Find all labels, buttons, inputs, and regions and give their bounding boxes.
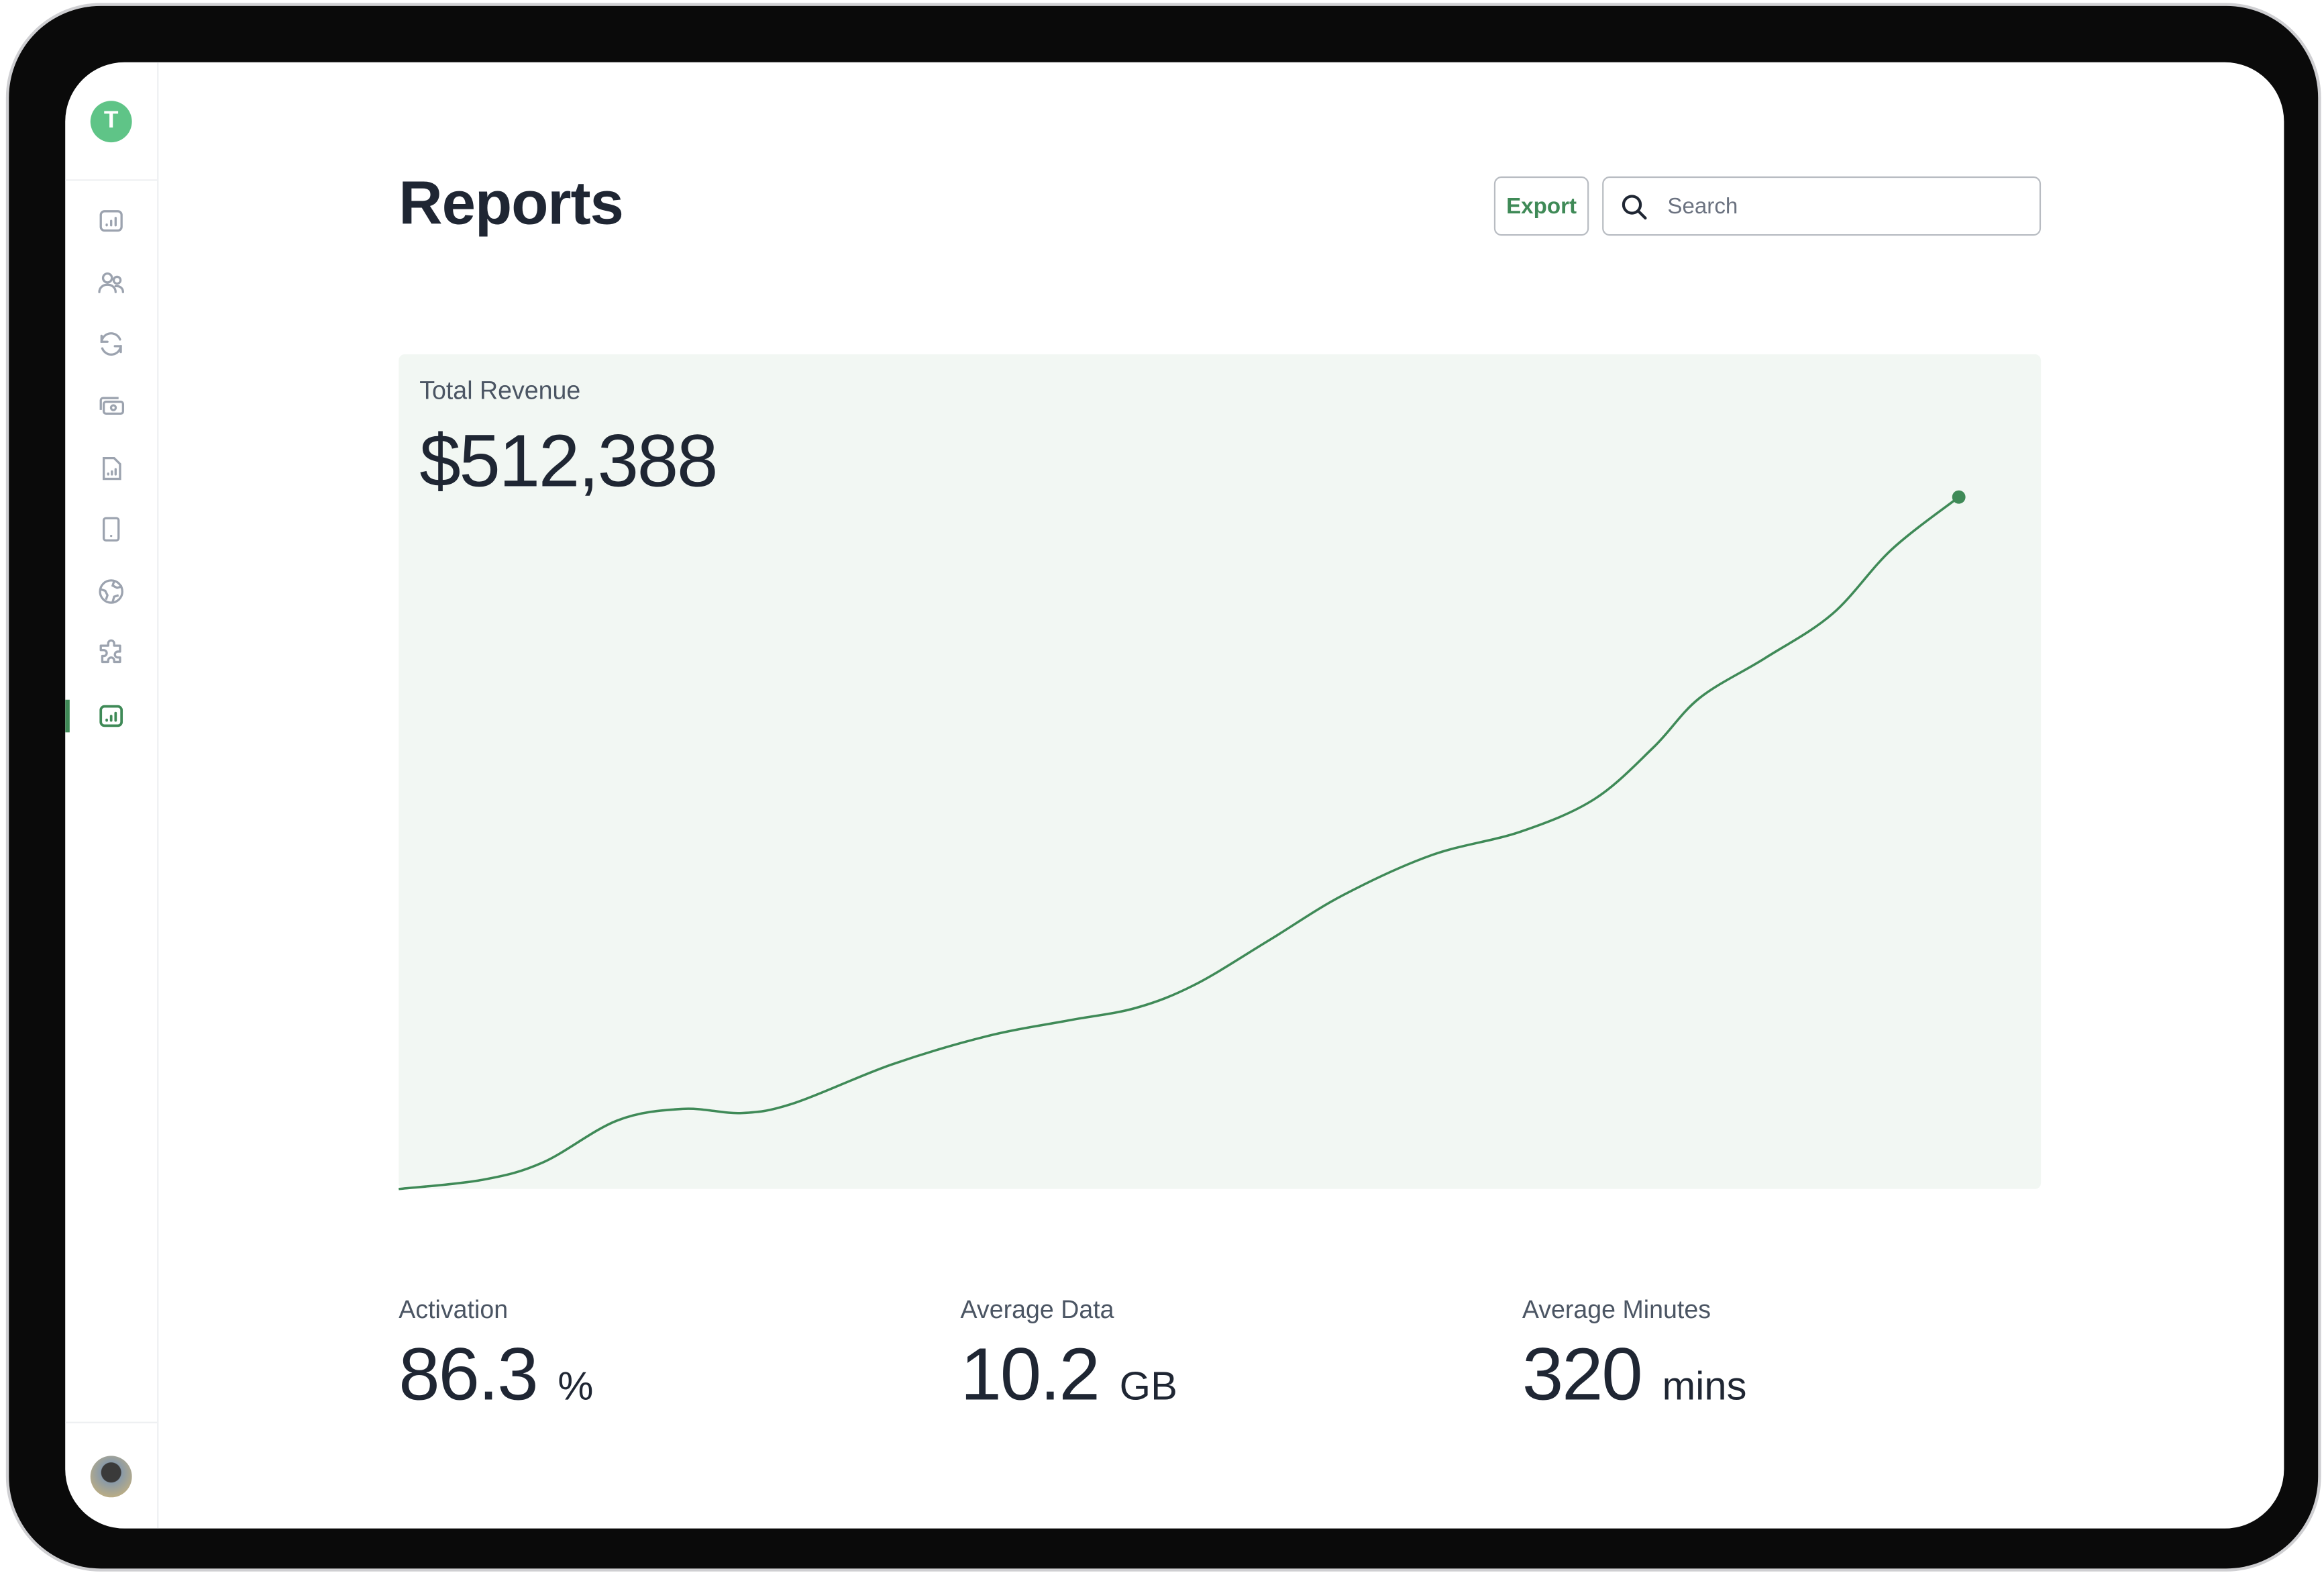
sidebar-item-dashboard[interactable]	[97, 206, 126, 236]
revenue-value: $512,388	[419, 419, 718, 503]
search-input[interactable]	[1664, 192, 2011, 221]
stat-value: 320	[1522, 1333, 1643, 1416]
tablet-icon	[102, 517, 120, 542]
stat-average-data: Average Data 10.2 GB	[961, 1296, 1177, 1417]
stat-label: Average Minutes	[1522, 1295, 1711, 1324]
puzzle-icon	[99, 639, 121, 664]
sidebar-item-sync[interactable]	[97, 329, 126, 358]
cash-icon	[99, 397, 125, 415]
stat-average-minutes: Average Minutes 320 mins	[1522, 1296, 1747, 1417]
file-chart-icon	[102, 456, 121, 480]
users-icon	[98, 272, 125, 293]
sidebar-item-users[interactable]	[97, 268, 126, 298]
sidebar: T	[65, 62, 159, 1529]
stat-label: Activation	[399, 1295, 509, 1324]
revenue-card: Total Revenue $512,388	[399, 354, 2042, 1190]
sidebar-item-documents[interactable]	[97, 454, 126, 483]
stat-value: 86.3	[399, 1333, 538, 1416]
stat-label: Average Data	[960, 1295, 1114, 1324]
page-title: Reports	[399, 168, 624, 238]
divider	[65, 179, 158, 181]
revenue-label: Total Revenue	[419, 376, 581, 405]
sidebar-item-reports[interactable]	[97, 701, 126, 731]
stat-unit: GB	[1119, 1364, 1177, 1409]
globe-icon	[99, 579, 123, 604]
stat-value: 10.2	[960, 1333, 1100, 1416]
active-indicator	[65, 699, 70, 733]
stat-unit: mins	[1662, 1364, 1747, 1409]
revenue-chart	[399, 490, 1966, 1190]
refresh-icon	[100, 332, 122, 356]
user-avatar[interactable]	[90, 1456, 132, 1498]
tablet-frame: T Reports Export Total Revenue $512,388 …	[9, 5, 2319, 1569]
sidebar-item-global[interactable]	[97, 576, 126, 606]
search-box[interactable]	[1602, 176, 2042, 236]
search-icon	[1622, 194, 1647, 219]
revenue-endpoint	[1952, 490, 1966, 504]
stat-unit: %	[558, 1364, 594, 1409]
bar-chart-square-icon	[99, 210, 123, 232]
export-button[interactable]: Export	[1493, 176, 1589, 236]
revenue-line	[399, 496, 1960, 1190]
stat-activation: Activation 86.3%	[399, 1296, 593, 1417]
sidebar-item-devices[interactable]	[97, 515, 126, 544]
sidebar-item-billing[interactable]	[97, 391, 126, 421]
app-screen: T Reports Export Total Revenue $512,388 …	[65, 62, 2284, 1529]
bar-chart-square-icon	[99, 705, 123, 727]
sidebar-item-integrations[interactable]	[97, 638, 126, 667]
divider	[65, 1421, 158, 1423]
app-logo[interactable]: T	[90, 101, 132, 143]
